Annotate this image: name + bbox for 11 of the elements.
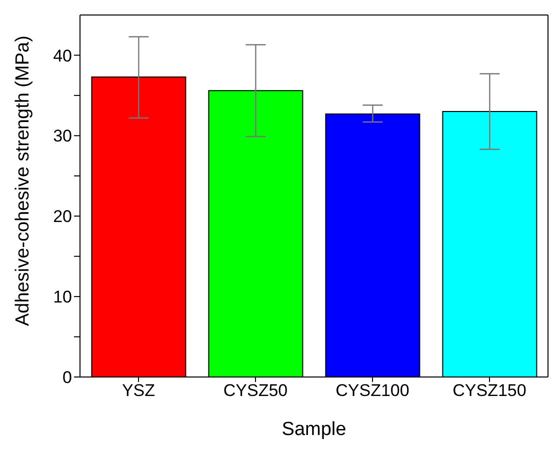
x-tick-label: CYSZ150 [452, 381, 526, 400]
x-axis-title: Sample [282, 419, 346, 440]
y-tick-label: 20 [53, 207, 72, 226]
y-tick-label: 40 [53, 46, 72, 66]
y-tick-label: 10 [53, 288, 72, 307]
x-tick-label: CYSZ100 [336, 381, 410, 400]
y-tick-label: 30 [53, 126, 72, 146]
x-tick-label: YSZ [122, 381, 156, 400]
y-axis-title: Adhesive-cohesive strength (MPa) [12, 36, 34, 326]
x-tick-label: CYSZ50 [223, 381, 288, 400]
y-tick-label: 0 [62, 368, 72, 388]
